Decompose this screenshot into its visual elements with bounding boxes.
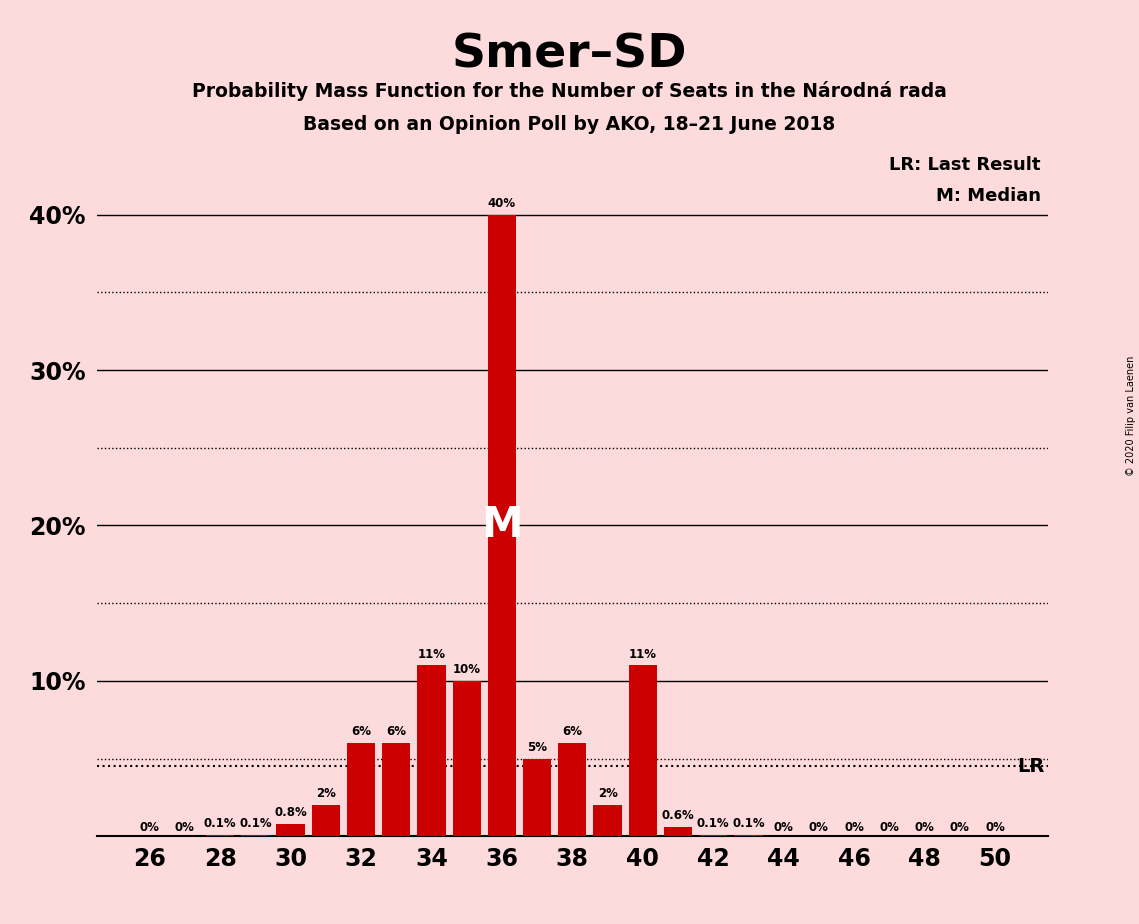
Text: 0%: 0% <box>844 821 865 833</box>
Text: M: Median: M: Median <box>936 187 1041 204</box>
Text: Smer–SD: Smer–SD <box>452 32 687 78</box>
Bar <box>699 834 728 836</box>
Bar <box>383 743 410 836</box>
Text: Probability Mass Function for the Number of Seats in the Národná rada: Probability Mass Function for the Number… <box>192 81 947 102</box>
Text: 0%: 0% <box>915 821 934 833</box>
Bar <box>277 824 304 836</box>
Text: 2%: 2% <box>316 787 336 800</box>
Text: 6%: 6% <box>386 725 407 738</box>
Text: 11%: 11% <box>629 648 657 661</box>
Text: 11%: 11% <box>418 648 445 661</box>
Bar <box>558 743 587 836</box>
Text: M: M <box>481 505 523 546</box>
Text: 2%: 2% <box>598 787 617 800</box>
Text: 0%: 0% <box>985 821 1005 833</box>
Bar <box>312 805 339 836</box>
Bar <box>664 827 693 836</box>
Text: LR: LR <box>1017 757 1044 776</box>
Text: 0.1%: 0.1% <box>239 817 271 830</box>
Text: Based on an Opinion Poll by AKO, 18–21 June 2018: Based on an Opinion Poll by AKO, 18–21 J… <box>303 116 836 135</box>
Bar <box>629 665 657 836</box>
Text: 0.6%: 0.6% <box>662 809 695 822</box>
Text: 0%: 0% <box>809 821 829 833</box>
Text: 0.1%: 0.1% <box>732 817 764 830</box>
Text: 40%: 40% <box>487 197 516 210</box>
Text: 6%: 6% <box>563 725 582 738</box>
Text: LR: Last Result: LR: Last Result <box>890 155 1041 174</box>
Text: 0%: 0% <box>140 821 159 833</box>
Bar <box>735 834 763 836</box>
Text: 0%: 0% <box>879 821 900 833</box>
Text: 0%: 0% <box>175 821 195 833</box>
Bar <box>593 805 622 836</box>
Text: 0%: 0% <box>950 821 969 833</box>
Text: 0.1%: 0.1% <box>204 817 237 830</box>
Bar <box>417 665 445 836</box>
Text: 5%: 5% <box>527 741 547 754</box>
Bar <box>487 214 516 836</box>
Text: © 2020 Filip van Laenen: © 2020 Filip van Laenen <box>1126 356 1136 476</box>
Bar <box>347 743 375 836</box>
Bar <box>523 759 551 836</box>
Bar <box>206 834 235 836</box>
Text: 0%: 0% <box>773 821 794 833</box>
Text: 0.1%: 0.1% <box>697 817 730 830</box>
Text: 10%: 10% <box>452 663 481 676</box>
Bar <box>241 834 270 836</box>
Text: 0.8%: 0.8% <box>274 806 306 820</box>
Text: 6%: 6% <box>351 725 371 738</box>
Bar <box>452 681 481 836</box>
